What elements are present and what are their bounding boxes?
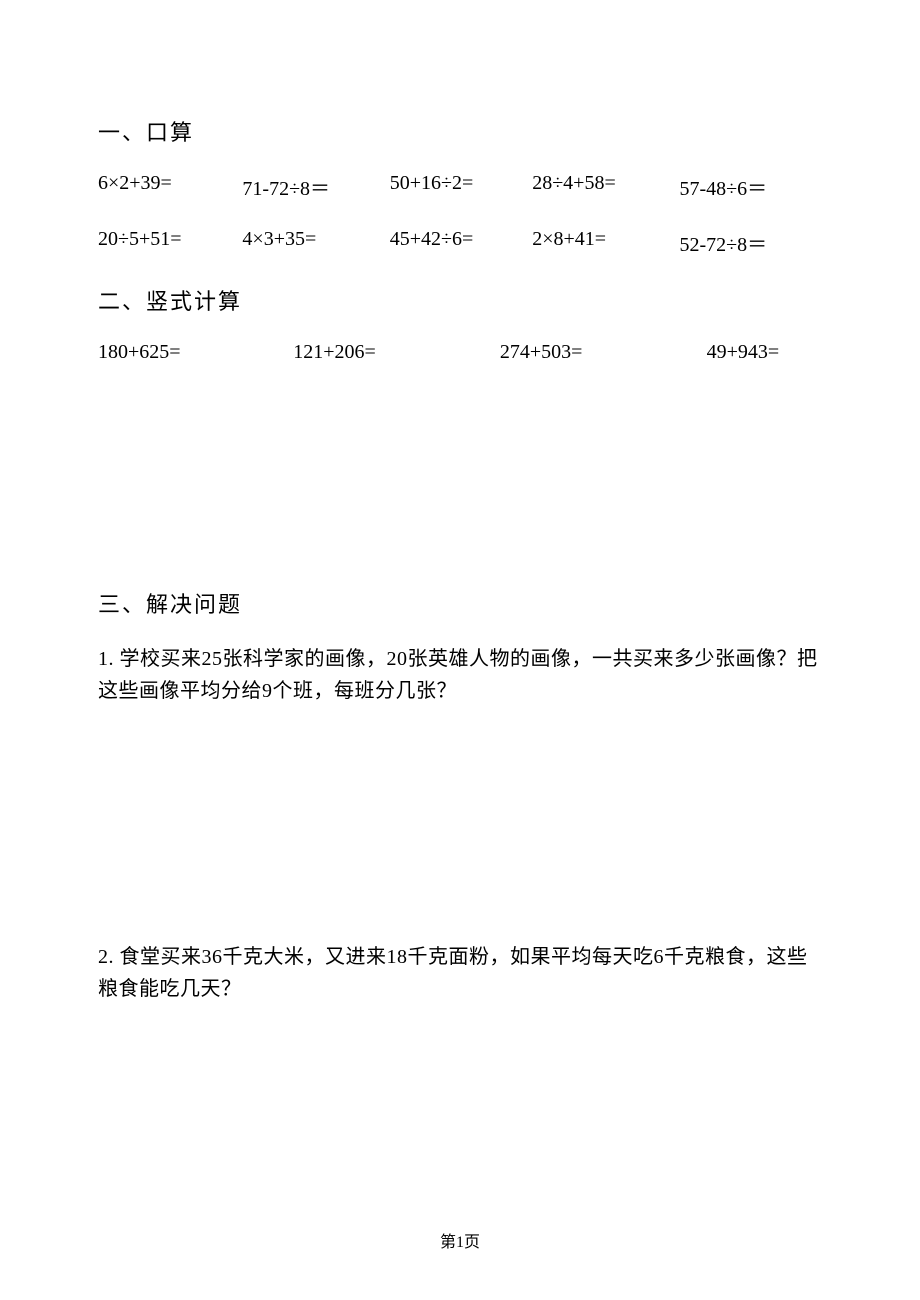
section-title-word: 三、解决问题 xyxy=(98,587,822,619)
mental-item: 71-72÷8＝ xyxy=(242,172,389,201)
vertical-item: 49+943= xyxy=(707,341,822,364)
vertical-row: 180+625= 121+206= 274+503= 49+943= xyxy=(98,341,822,364)
worksheet-page: 一、口算 6×2+39= 71-72÷8＝ 50+16÷2= 28÷4+58= … xyxy=(0,0,920,1005)
mental-item: 2×8+41= xyxy=(532,228,679,257)
mental-item: 28÷4+58= xyxy=(532,172,679,201)
vertical-item: 180+625= xyxy=(98,341,293,364)
vertical-item: 274+503= xyxy=(500,341,707,364)
section-title-vertical: 二、竖式计算 xyxy=(98,284,822,316)
word-problem: 1. 学校买来25张科学家的画像，20张英雄人物的画像，一共买来多少张画像？把这… xyxy=(98,644,822,707)
vertical-item: 121+206= xyxy=(293,341,500,364)
mental-item: 52-72÷8＝ xyxy=(679,228,822,257)
mental-item: 20÷5+51= xyxy=(98,228,242,257)
page-footer: 第1页 xyxy=(0,1228,920,1252)
mental-item: 45+42÷6= xyxy=(390,228,533,257)
mental-row: 20÷5+51= 4×3+35= 45+42÷6= 2×8+41= 52-72÷… xyxy=(98,228,822,257)
section-title-mental: 一、口算 xyxy=(98,115,822,147)
mental-item: 4×3+35= xyxy=(242,228,389,257)
mental-item: 6×2+39= xyxy=(98,172,242,201)
word-problem: 2. 食堂买来36千克大米，又进来18千克面粉，如果平均每天吃6千克粮食，这些粮… xyxy=(98,942,822,1005)
mental-item: 50+16÷2= xyxy=(390,172,533,201)
mental-item: 57-48÷6＝ xyxy=(679,172,822,201)
mental-row: 6×2+39= 71-72÷8＝ 50+16÷2= 28÷4+58= 57-48… xyxy=(98,172,822,201)
